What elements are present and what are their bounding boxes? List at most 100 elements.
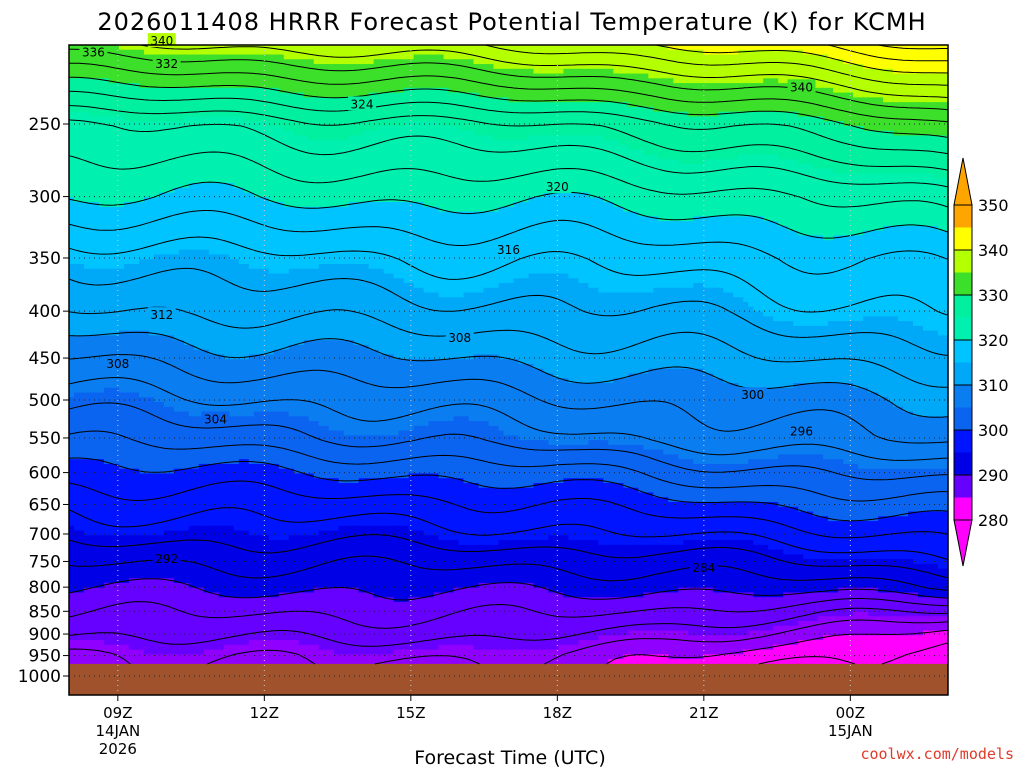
x-tick-label: 15Z — [396, 704, 425, 722]
colorbar-label: 340 — [978, 241, 1009, 260]
contour-label-bg — [348, 96, 376, 111]
y-tick-label: 400 — [29, 302, 61, 322]
contour-label: 300 — [741, 388, 764, 402]
contour-label-bg — [738, 387, 767, 402]
y-tick-label: 900 — [29, 625, 61, 645]
contour-288 — [68, 598, 949, 629]
contour-lines — [68, 44, 949, 665]
credit-text[interactable]: coolwx.com/models — [860, 745, 1014, 763]
colorbar-segment — [954, 430, 972, 453]
ground-surface — [69, 663, 948, 695]
contour-282 — [606, 629, 949, 665]
contour-label-bg — [445, 330, 474, 345]
contour-label: 336 — [82, 46, 105, 60]
colorbar-label: 320 — [978, 331, 1009, 350]
y-tick-label: 350 — [29, 249, 61, 269]
y-tick-label: 700 — [29, 525, 61, 545]
x-tick-label: 09Z — [103, 704, 132, 722]
contour-label-bg — [152, 550, 181, 565]
contour-label-bg — [689, 559, 718, 574]
colorbar-label: 350 — [978, 196, 1009, 215]
contour-318 — [68, 210, 949, 275]
y-tick-label: 750 — [29, 552, 61, 572]
contour-label-bg — [147, 307, 176, 322]
y-tick-label: 550 — [29, 429, 61, 449]
contour-label: 340 — [150, 34, 173, 48]
colorbar-segment — [954, 272, 972, 295]
contour-290 — [68, 578, 949, 601]
contour-label-bg — [79, 44, 108, 59]
plot-area — [69, 45, 949, 695]
y-tick-label: 650 — [29, 495, 61, 515]
colorbar-segment — [954, 452, 972, 475]
x-tick-label: 21Z — [689, 704, 718, 722]
contour-label: 304 — [204, 412, 227, 426]
colorbar-segment — [954, 340, 972, 363]
contour-label: 284 — [692, 561, 715, 575]
contour-label: 332 — [155, 57, 178, 71]
contour-280 — [758, 642, 949, 665]
contour-label-bg — [152, 55, 181, 70]
contour-298 — [68, 480, 949, 539]
contour-label-bg — [494, 241, 523, 256]
contour-296 — [68, 507, 949, 561]
y-axis: 250 300 350 400 450 500 550 600 650 700 750 800 850 9… — [18, 115, 69, 687]
contour-310 — [68, 331, 949, 418]
contour-294 — [68, 534, 949, 579]
contour-300 — [68, 457, 949, 522]
x-tick-label: 12Z — [250, 704, 279, 722]
y-tick-label: 950 — [29, 647, 61, 667]
y-tick-label: 600 — [29, 464, 61, 484]
y-tick-label: 1000 — [18, 667, 61, 687]
contour-labels: 340 336 332 324 340 320 316 312 308 308 304 300 296 2… — [79, 33, 816, 575]
colorbar-segment — [954, 205, 972, 228]
y-tick-label: 300 — [29, 188, 61, 208]
contour-322 — [68, 151, 949, 208]
contour-label: 320 — [546, 180, 569, 194]
colorbar-segment — [954, 295, 972, 318]
y-tick-label: 500 — [29, 391, 61, 411]
contour-label: 308 — [106, 357, 129, 371]
contour-label: 324 — [351, 97, 374, 111]
y-tick-label: 250 — [29, 115, 61, 135]
contour-314 — [68, 267, 949, 356]
y-tick-label: 450 — [29, 349, 61, 369]
contour-label: 308 — [448, 331, 471, 345]
colorbar-segment — [954, 362, 972, 385]
x-tick-label: 18Z — [543, 704, 572, 722]
colorbar-segment — [954, 317, 972, 340]
contour-label-bg — [147, 33, 176, 48]
y-tick-label: 850 — [29, 602, 61, 622]
x-tick-label: 00Z — [836, 704, 865, 722]
contour-332 — [69, 62, 949, 123]
contour-308 — [68, 354, 949, 444]
contour-label: 296 — [790, 424, 813, 438]
colorbar-segment — [954, 497, 972, 520]
contour-label-bg — [103, 356, 132, 371]
contour-label-bg — [787, 423, 816, 438]
colorbar-label: 300 — [978, 421, 1009, 440]
x-tick-sublabel: 2026 — [99, 740, 137, 758]
plot-border — [68, 44, 949, 696]
contour-label-bg — [201, 411, 230, 426]
colorbar-segment — [954, 227, 972, 250]
colorbar-label: 290 — [978, 466, 1009, 485]
x-axis-label: Forecast Time (UTC) — [414, 747, 605, 768]
y-tick-label: 800 — [29, 578, 61, 598]
contour-label: 316 — [497, 243, 520, 257]
x-tick-sublabel: 14JAN — [95, 722, 140, 740]
colorbar-segment — [954, 385, 972, 408]
colorbar-segment — [954, 407, 972, 430]
chart-title: 2026011408 HRRR Forecast Potential Tempe… — [97, 8, 926, 36]
contour-330 — [69, 76, 949, 138]
contour-302 — [68, 430, 948, 502]
colorbar-label: 330 — [978, 286, 1009, 305]
colorbar-segment — [954, 250, 972, 273]
colorbar-label: 280 — [978, 511, 1009, 530]
colorbar-bottom-arrow — [953, 519, 973, 567]
contour-label-bg — [543, 179, 572, 194]
contour-286 — [68, 607, 949, 647]
contour-label-bg — [787, 79, 816, 94]
